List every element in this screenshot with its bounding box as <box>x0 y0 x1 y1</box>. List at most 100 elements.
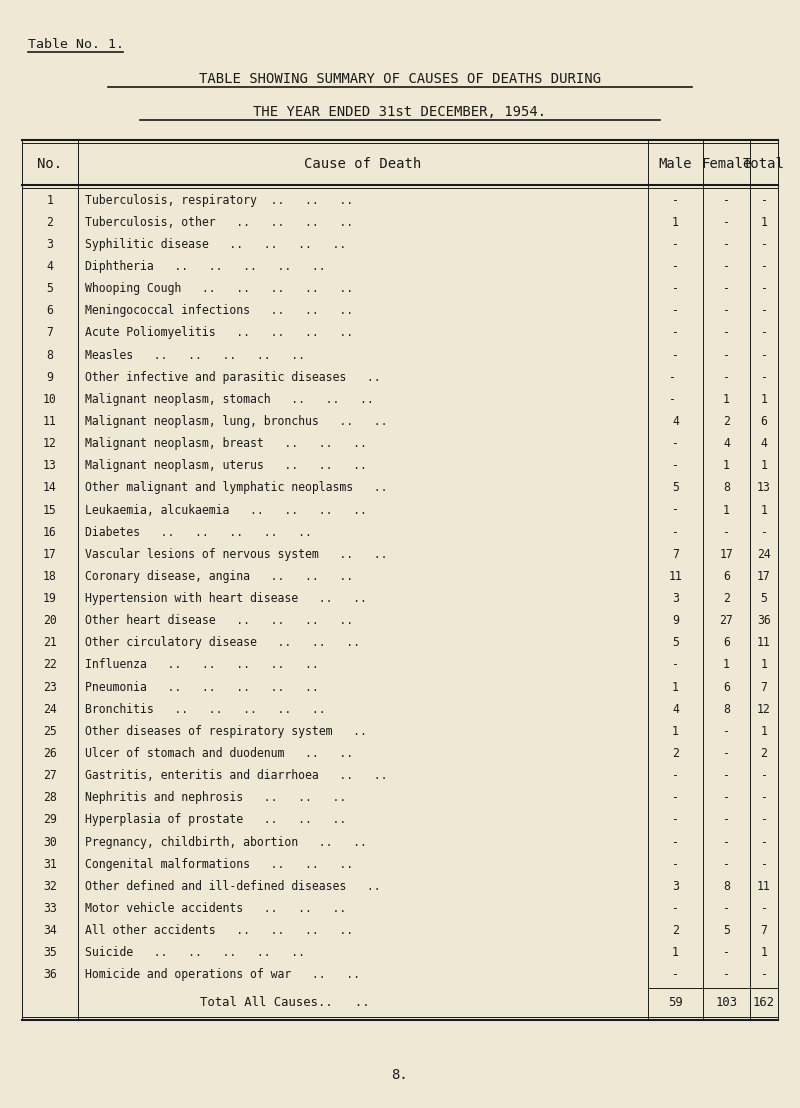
Text: 162: 162 <box>753 995 775 1008</box>
Text: Other heart disease   ..   ..   ..   ..: Other heart disease .. .. .. .. <box>85 614 353 627</box>
Text: 13: 13 <box>43 459 57 472</box>
Text: 22: 22 <box>43 658 57 671</box>
Text: 3: 3 <box>672 880 679 893</box>
Text: Other circulatory disease   ..   ..   ..: Other circulatory disease .. .. .. <box>85 636 360 649</box>
Text: 33: 33 <box>43 902 57 915</box>
Text: 7: 7 <box>46 327 54 339</box>
Text: 4: 4 <box>672 702 679 716</box>
Text: All other accidents   ..   ..   ..   ..: All other accidents .. .. .. .. <box>85 924 353 937</box>
Text: Hyperplasia of prostate   ..   ..   ..: Hyperplasia of prostate .. .. .. <box>85 813 346 827</box>
Text: 8: 8 <box>46 349 54 361</box>
Text: -: - <box>723 747 730 760</box>
Text: -: - <box>723 238 730 250</box>
Text: -: - <box>672 968 679 982</box>
Text: 5: 5 <box>723 924 730 937</box>
Text: Nephritis and nephrosis   ..   ..   ..: Nephritis and nephrosis .. .. .. <box>85 791 346 804</box>
Text: -: - <box>723 725 730 738</box>
Text: 2: 2 <box>46 216 54 228</box>
Text: 29: 29 <box>43 813 57 827</box>
Text: Suicide   ..   ..   ..   ..   ..: Suicide .. .. .. .. .. <box>85 946 305 960</box>
Text: 17: 17 <box>720 547 734 561</box>
Text: -: - <box>761 194 767 206</box>
Text: 28: 28 <box>43 791 57 804</box>
Text: Bronchitis   ..   ..   ..   ..   ..: Bronchitis .. .. .. .. .. <box>85 702 326 716</box>
Text: 24: 24 <box>43 702 57 716</box>
Text: 1: 1 <box>761 946 767 960</box>
Text: Tuberculosis, respiratory  ..   ..   ..: Tuberculosis, respiratory .. .. .. <box>85 194 353 206</box>
Text: -: - <box>723 371 730 383</box>
Text: Ulcer of stomach and duodenum   ..   ..: Ulcer of stomach and duodenum .. .. <box>85 747 353 760</box>
Text: -: - <box>723 835 730 849</box>
Text: -: - <box>723 902 730 915</box>
Text: 2: 2 <box>672 924 679 937</box>
Text: -: - <box>723 349 730 361</box>
Text: 12: 12 <box>757 702 771 716</box>
Text: Measles   ..   ..   ..   ..   ..: Measles .. .. .. .. .. <box>85 349 305 361</box>
Text: 1: 1 <box>672 725 679 738</box>
Text: Other malignant and lymphatic neoplasms   ..: Other malignant and lymphatic neoplasms … <box>85 481 387 494</box>
Text: Pneumonia   ..   ..   ..   ..   ..: Pneumonia .. .. .. .. .. <box>85 680 318 694</box>
Text: -: - <box>761 902 767 915</box>
Text: -: - <box>723 305 730 317</box>
Text: Malignant neoplasm, stomach   ..   ..   ..: Malignant neoplasm, stomach .. .. .. <box>85 393 374 406</box>
Text: -: - <box>761 371 767 383</box>
Text: -: - <box>672 283 679 295</box>
Text: 5: 5 <box>672 636 679 649</box>
Text: 9: 9 <box>46 371 54 383</box>
Text: 11: 11 <box>757 880 771 893</box>
Text: Diabetes   ..   ..   ..   ..   ..: Diabetes .. .. .. .. .. <box>85 525 312 538</box>
Text: 3: 3 <box>672 592 679 605</box>
Text: Syphilitic disease   ..   ..   ..   ..: Syphilitic disease .. .. .. .. <box>85 238 346 250</box>
Text: Acute Poliomyelitis   ..   ..   ..   ..: Acute Poliomyelitis .. .. .. .. <box>85 327 353 339</box>
Text: 103: 103 <box>715 995 738 1008</box>
Text: Leukaemia, alcukaemia   ..   ..   ..   ..: Leukaemia, alcukaemia .. .. .. .. <box>85 503 367 516</box>
Text: -: - <box>761 791 767 804</box>
Text: Vascular lesions of nervous system   ..   ..: Vascular lesions of nervous system .. .. <box>85 547 387 561</box>
Text: 6: 6 <box>723 636 730 649</box>
Text: -: - <box>672 858 679 871</box>
Text: -: - <box>723 283 730 295</box>
Text: -: - <box>761 260 767 273</box>
Text: Table No. 1.: Table No. 1. <box>28 38 124 51</box>
Text: Pregnancy, childbirth, abortion   ..   ..: Pregnancy, childbirth, abortion .. .. <box>85 835 367 849</box>
Text: 6: 6 <box>723 570 730 583</box>
Text: Motor vehicle accidents   ..   ..   ..: Motor vehicle accidents .. .. .. <box>85 902 346 915</box>
Text: 27: 27 <box>720 614 734 627</box>
Text: -: - <box>672 813 679 827</box>
Text: 1: 1 <box>761 459 767 472</box>
Text: 4: 4 <box>761 437 767 450</box>
Text: 31: 31 <box>43 858 57 871</box>
Text: Gastritis, enteritis and diarrhoea   ..   ..: Gastritis, enteritis and diarrhoea .. .. <box>85 769 387 782</box>
Text: -: - <box>761 968 767 982</box>
Text: -: - <box>761 525 767 538</box>
Text: 1: 1 <box>761 725 767 738</box>
Text: 19: 19 <box>43 592 57 605</box>
Text: 11: 11 <box>757 636 771 649</box>
Text: 12: 12 <box>43 437 57 450</box>
Text: 10: 10 <box>43 393 57 406</box>
Text: 4: 4 <box>46 260 54 273</box>
Text: 26: 26 <box>43 747 57 760</box>
Text: 8: 8 <box>723 481 730 494</box>
Text: -: - <box>672 791 679 804</box>
Text: 13: 13 <box>757 481 771 494</box>
Text: 15: 15 <box>43 503 57 516</box>
Text: 18: 18 <box>43 570 57 583</box>
Text: Total All Causes..   ..: Total All Causes.. .. <box>200 995 370 1008</box>
Text: -: - <box>669 371 682 383</box>
Text: -: - <box>672 835 679 849</box>
Text: -: - <box>672 305 679 317</box>
Text: 9: 9 <box>672 614 679 627</box>
Text: -: - <box>723 813 730 827</box>
Text: 5: 5 <box>46 283 54 295</box>
Text: -: - <box>669 393 682 406</box>
Text: 59: 59 <box>668 995 683 1008</box>
Text: -: - <box>723 946 730 960</box>
Text: 1: 1 <box>761 393 767 406</box>
Text: -: - <box>761 283 767 295</box>
Text: -: - <box>761 238 767 250</box>
Text: 6: 6 <box>761 416 767 428</box>
Text: 1: 1 <box>672 680 679 694</box>
Text: -: - <box>672 902 679 915</box>
Text: -: - <box>761 835 767 849</box>
